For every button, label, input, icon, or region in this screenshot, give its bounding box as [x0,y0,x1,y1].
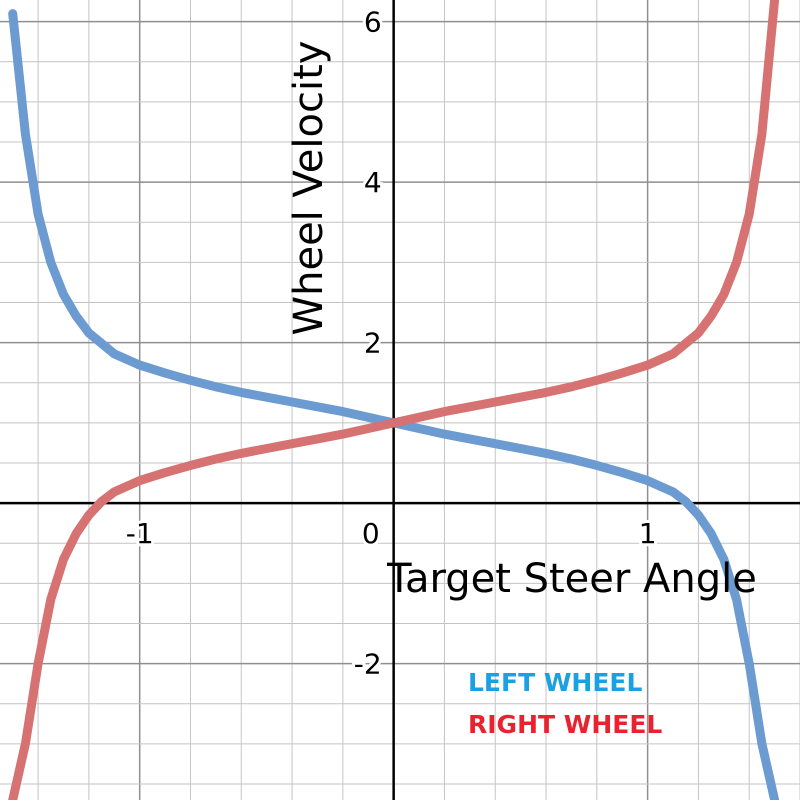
y-tick-label: -2 [354,648,382,681]
right-wheel-curve [8,0,780,800]
legend-right-wheel: RIGHT WHEEL [468,710,663,739]
left-wheel-curve [8,9,780,800]
legend-left-wheel: LEFT WHEEL [468,668,643,697]
tick-labels: -1 0 1 -2 2 4 6 [123,3,660,684]
y-tick-label: 4 [364,166,382,199]
y-tick-label: 2 [364,327,382,360]
axis-titles: Target Steer Angle Wheel Velocity [286,41,757,602]
x-axis-title: Target Steer Angle [386,556,757,602]
y-tick-label: 6 [364,6,382,39]
data-series [8,0,780,800]
x-tick-label: 0 [362,517,380,550]
y-axis-title: Wheel Velocity [286,41,332,336]
x-tick-label: 1 [639,517,657,550]
x-tick-label: -1 [126,517,154,550]
